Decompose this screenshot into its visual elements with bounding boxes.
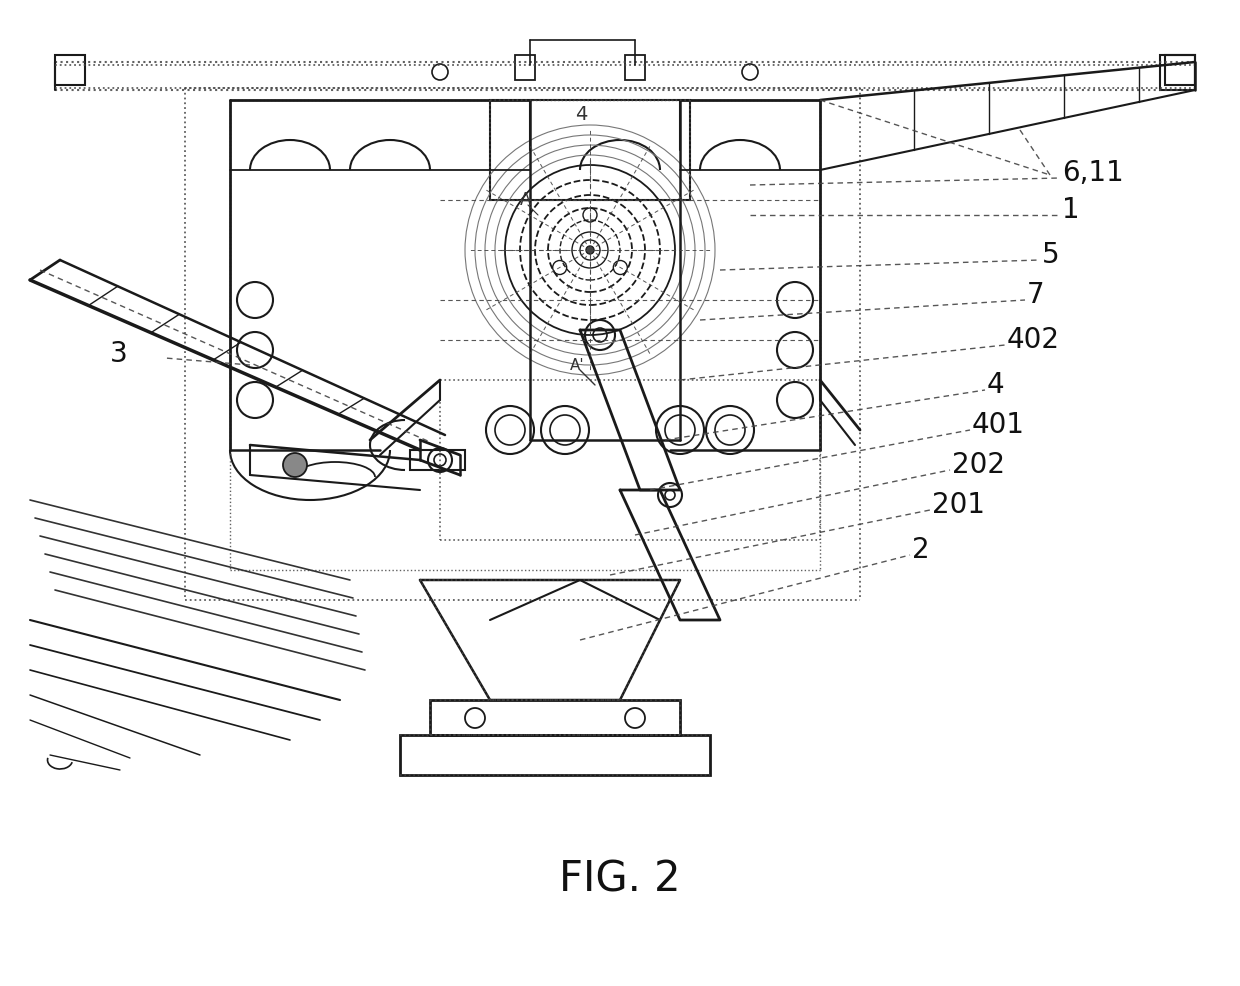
Text: 2: 2: [911, 536, 930, 564]
Bar: [1159, 55, 1195, 90]
Text: 5: 5: [1042, 241, 1060, 269]
Bar: [515, 55, 534, 80]
Text: 4: 4: [575, 106, 588, 124]
Circle shape: [587, 246, 594, 254]
Text: 6,11: 6,11: [1061, 159, 1123, 187]
Text: 7: 7: [1027, 281, 1044, 309]
Text: 4: 4: [987, 371, 1004, 399]
Bar: [625, 55, 645, 80]
Text: 402: 402: [1007, 326, 1060, 354]
Bar: [1166, 55, 1195, 85]
Text: 3: 3: [110, 340, 128, 368]
Bar: [430, 700, 680, 735]
Text: 201: 201: [932, 491, 985, 519]
Bar: [490, 100, 689, 200]
Text: A': A': [570, 358, 584, 373]
Circle shape: [283, 453, 308, 477]
Bar: [410, 450, 465, 470]
Bar: [55, 55, 86, 85]
Bar: [401, 735, 711, 775]
Text: A: A: [520, 191, 532, 209]
Text: 202: 202: [952, 451, 1004, 479]
Text: 1: 1: [1061, 196, 1080, 224]
Text: FIG. 2: FIG. 2: [559, 859, 681, 901]
Text: 401: 401: [972, 411, 1025, 439]
